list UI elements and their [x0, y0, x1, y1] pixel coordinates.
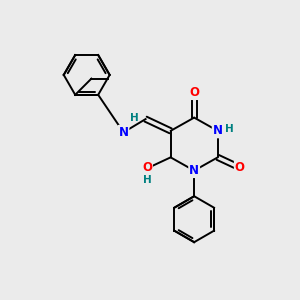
Text: H: H — [130, 112, 139, 123]
Text: N: N — [118, 126, 128, 139]
Text: N: N — [189, 164, 199, 177]
Text: H: H — [224, 124, 233, 134]
Text: O: O — [189, 86, 199, 99]
Text: H: H — [143, 175, 152, 185]
Text: N: N — [213, 124, 223, 137]
Text: O: O — [142, 160, 152, 174]
Text: O: O — [235, 161, 245, 174]
